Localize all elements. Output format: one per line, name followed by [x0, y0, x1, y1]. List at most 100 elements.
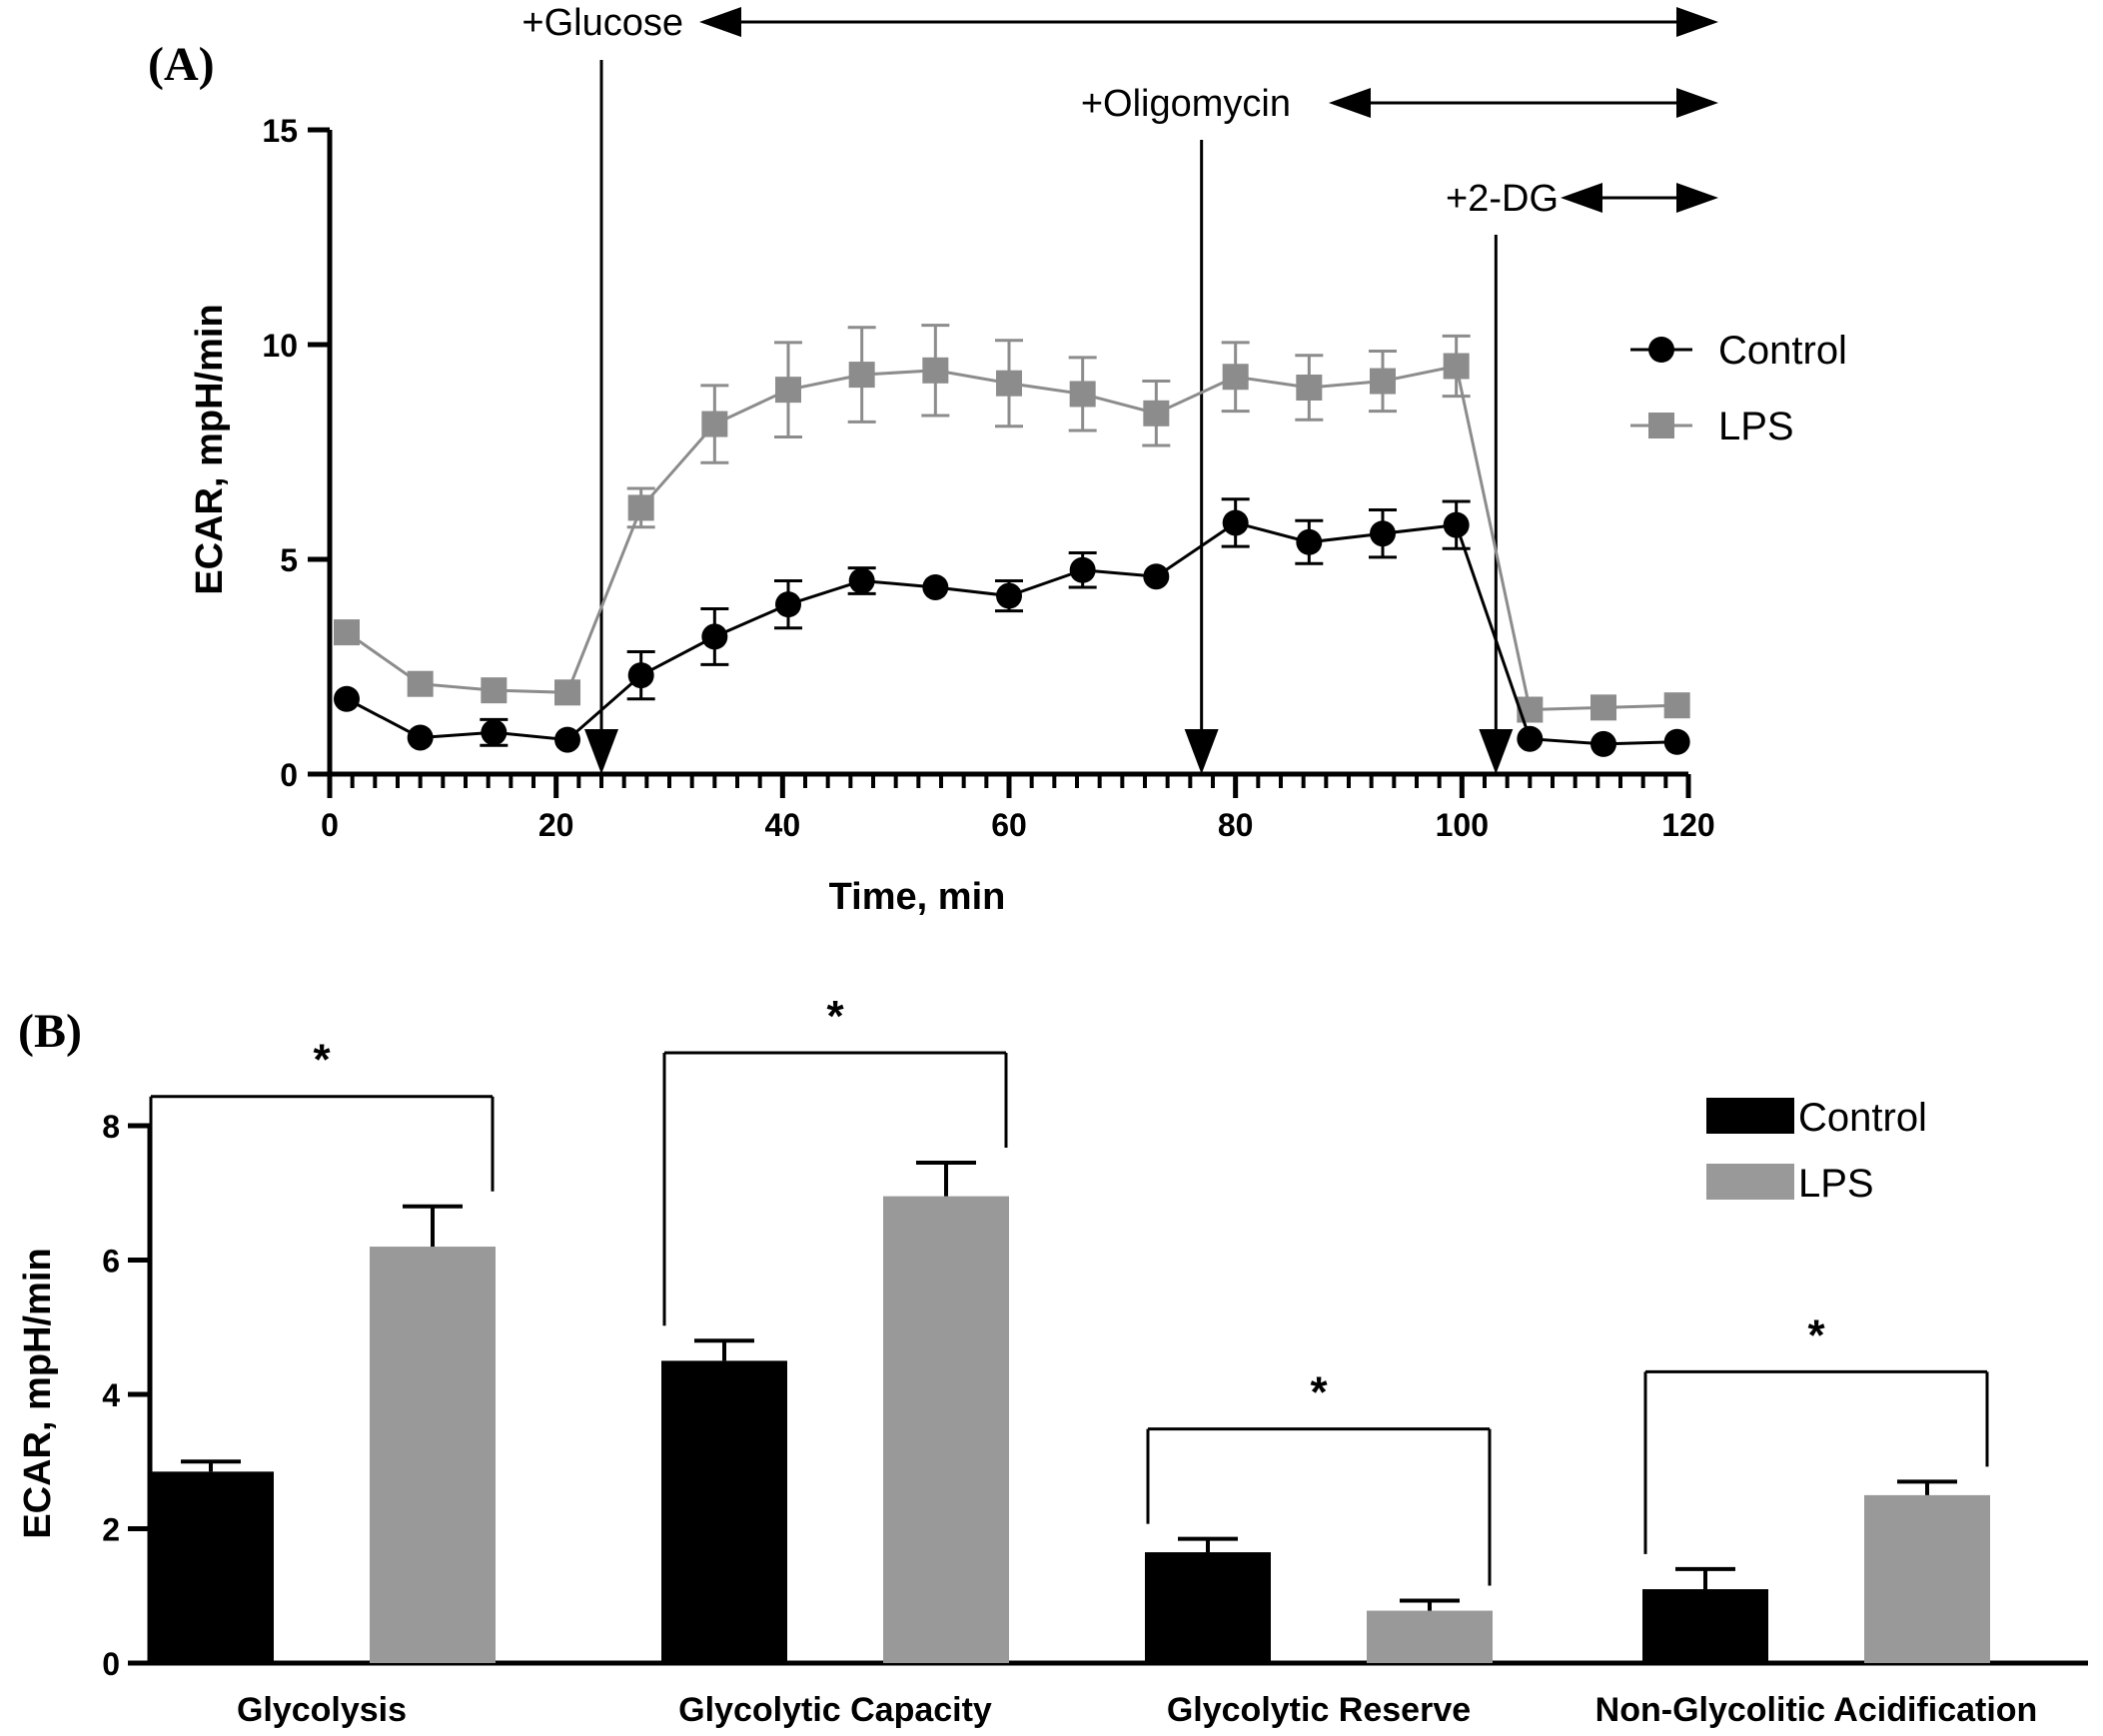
legend-label: LPS — [1798, 1162, 1874, 1206]
data-point — [1296, 528, 1323, 555]
x-tick-label: 120 — [1661, 807, 1714, 843]
y-tick-label: 0 — [280, 757, 298, 793]
x-tick-label: 80 — [1218, 807, 1254, 843]
data-point — [701, 411, 728, 437]
panel-a-x-ticks: 0 20 40 60 80 100 120 — [321, 774, 1715, 843]
data-point — [996, 370, 1022, 397]
legend-swatch — [1706, 1098, 1794, 1134]
data-point — [775, 591, 801, 618]
data-point — [996, 582, 1022, 609]
data-point — [1517, 725, 1544, 752]
x-tick-label: 40 — [765, 807, 801, 843]
bar-lps — [883, 1196, 1009, 1663]
range-arrow-right-head — [1676, 183, 1718, 213]
y-tick-label: 10 — [262, 328, 298, 364]
category-label: Glycolytic Capacity — [678, 1691, 992, 1729]
y-tick-label: 2 — [102, 1512, 120, 1548]
data-point — [1443, 511, 1470, 538]
panel-a-minor-ticks — [350, 774, 1668, 788]
x-tick-label: 100 — [1436, 807, 1489, 843]
panel-b-label: (B) — [18, 1005, 82, 1058]
data-point — [334, 619, 360, 646]
series-control — [334, 497, 1690, 757]
legend-swatch — [1706, 1164, 1794, 1200]
y-tick-label: 8 — [102, 1109, 120, 1145]
x-tick-label: 0 — [321, 807, 339, 843]
x-tick-label: 60 — [991, 807, 1027, 843]
significance-star: * — [313, 1036, 331, 1085]
panel-a-label: (A) — [148, 38, 215, 91]
data-point — [1663, 728, 1690, 755]
legend-marker — [1648, 413, 1674, 438]
data-point — [481, 719, 508, 746]
data-point — [1590, 730, 1616, 757]
panel-b-significance: * * * * — [149, 992, 1989, 1586]
data-point — [701, 623, 728, 650]
panel-a-y-ticks: 0 5 10 15 — [262, 113, 330, 793]
data-point — [554, 679, 580, 706]
injection-arrowhead — [584, 729, 618, 774]
injection-arrowhead — [1479, 729, 1514, 774]
panel-a-x-axis-title: Time, min — [829, 876, 1006, 918]
panel-b-y-ticks: 0 2 4 6 8 — [102, 1109, 150, 1682]
range-arrow-left-head — [1561, 183, 1602, 213]
range-arrow-left-head — [1329, 88, 1371, 118]
y-tick-label: 6 — [102, 1244, 120, 1280]
injection-label: +Glucose — [522, 2, 683, 44]
data-point — [775, 377, 801, 404]
y-tick-label: 15 — [262, 113, 298, 149]
data-point — [1663, 692, 1690, 719]
legend-label: Control — [1718, 329, 1847, 373]
significance-star: * — [1807, 1310, 1825, 1359]
y-tick-label: 0 — [102, 1646, 120, 1682]
range-arrow-right-head — [1676, 7, 1718, 37]
data-point — [1296, 375, 1323, 401]
significance-bracket: * — [1146, 1368, 1492, 1586]
bar-control — [1145, 1552, 1271, 1663]
panel-b-category-labels: Glycolysis Glycolytic Capacity Glycolytic … — [237, 1691, 2037, 1729]
injection-label: +Oligomycin — [1081, 83, 1291, 125]
bar-lps — [1367, 1610, 1493, 1663]
data-point — [481, 677, 508, 704]
data-point — [627, 662, 654, 689]
panel-b-bars — [148, 1160, 1990, 1663]
category-label: Glycolysis — [237, 1691, 407, 1729]
significance-star: * — [1310, 1368, 1328, 1417]
x-tick-label: 20 — [538, 807, 574, 843]
bar-lps — [370, 1247, 496, 1663]
data-point — [848, 567, 875, 594]
series-line — [346, 520, 1677, 746]
data-point — [922, 573, 949, 600]
bar-control — [661, 1360, 787, 1663]
legend-label: LPS — [1718, 405, 1794, 448]
panel-a-series — [334, 324, 1690, 757]
y-tick-label: 4 — [102, 1377, 120, 1413]
data-point — [1370, 368, 1396, 395]
bar-control — [148, 1471, 274, 1663]
data-point — [554, 726, 580, 753]
range-arrow-right-head — [1676, 88, 1718, 118]
data-point — [1370, 520, 1396, 547]
injection-label: +2-DG — [1446, 178, 1559, 220]
bar-control — [1642, 1589, 1768, 1663]
data-point — [1590, 694, 1616, 721]
panel-a-injection-annotations: +Glucose +Oligomycin +2-DG — [522, 2, 1718, 774]
category-label: Glycolytic Reserve — [1167, 1691, 1471, 1729]
significance-bracket: * — [149, 1036, 495, 1447]
data-point — [1069, 381, 1096, 408]
data-point — [1069, 556, 1096, 583]
significance-bracket: * — [662, 992, 1008, 1326]
data-point — [407, 724, 434, 751]
data-point — [1143, 563, 1170, 590]
panel-a-legend: Control LPS — [1630, 329, 1847, 448]
data-point — [848, 362, 875, 389]
significance-bracket: * — [1643, 1310, 1989, 1554]
data-point — [1222, 509, 1249, 536]
significance-star: * — [826, 992, 844, 1041]
panel-b-y-axis-title: ECAR, mpH/min — [17, 1248, 59, 1538]
category-label: Non-Glycolitic Acidification — [1595, 1691, 2038, 1729]
data-point — [334, 685, 360, 712]
data-point — [627, 494, 654, 521]
